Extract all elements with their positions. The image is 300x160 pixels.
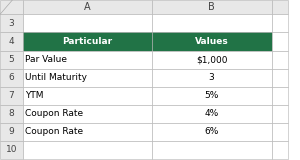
Bar [152, 87, 272, 105]
Text: B: B [208, 2, 215, 12]
Bar [152, 14, 272, 32]
Text: 6: 6 [8, 73, 14, 82]
Text: 7: 7 [8, 91, 14, 100]
Bar [152, 51, 272, 69]
Text: 4%: 4% [204, 109, 219, 118]
Bar [0, 69, 22, 87]
Bar [22, 105, 152, 123]
Text: Values: Values [195, 37, 228, 46]
Bar [0, 32, 22, 51]
Bar [272, 32, 288, 51]
Text: 8: 8 [8, 109, 14, 118]
Bar [0, 123, 22, 141]
Bar [272, 141, 288, 159]
Bar [152, 0, 272, 14]
Bar [22, 69, 152, 87]
Bar [152, 141, 272, 159]
Bar [0, 105, 22, 123]
Text: 4: 4 [8, 37, 14, 46]
Bar [152, 32, 272, 51]
Text: 5: 5 [8, 55, 14, 64]
Bar [22, 14, 152, 32]
Text: 5%: 5% [204, 91, 219, 100]
Bar [272, 69, 288, 87]
Text: Coupon Rate: Coupon Rate [25, 109, 83, 118]
Bar [22, 0, 152, 14]
Bar [0, 87, 22, 105]
Text: 10: 10 [5, 145, 17, 155]
Text: 9: 9 [8, 127, 14, 136]
Text: 3: 3 [208, 73, 214, 82]
Bar [272, 123, 288, 141]
Text: 6%: 6% [204, 127, 219, 136]
Bar [0, 0, 22, 14]
Bar [272, 0, 288, 14]
Bar [22, 87, 152, 105]
Bar [22, 51, 152, 69]
Bar [272, 87, 288, 105]
Bar [22, 32, 152, 51]
Bar [152, 105, 272, 123]
Text: Until Maturity: Until Maturity [25, 73, 87, 82]
Bar [272, 105, 288, 123]
Bar [0, 141, 22, 159]
Bar [272, 51, 288, 69]
Text: 3: 3 [8, 19, 14, 28]
Text: $1,000: $1,000 [196, 55, 227, 64]
Bar [152, 123, 272, 141]
Text: Particular: Particular [62, 37, 112, 46]
Bar [22, 141, 152, 159]
Bar [0, 51, 22, 69]
Bar [0, 14, 22, 32]
Text: Par Value: Par Value [25, 55, 67, 64]
Bar [22, 123, 152, 141]
Text: Coupon Rate: Coupon Rate [25, 127, 83, 136]
Text: A: A [84, 2, 90, 12]
Bar [152, 69, 272, 87]
Text: YTM: YTM [25, 91, 44, 100]
Bar [272, 14, 288, 32]
